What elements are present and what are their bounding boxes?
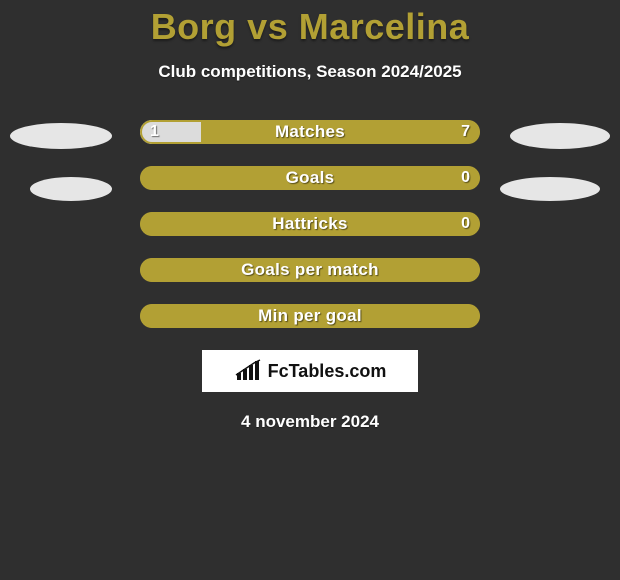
stat-label: Goals per match bbox=[140, 258, 480, 282]
stat-row: Goals per match bbox=[140, 258, 480, 282]
left-player-ellipse-1 bbox=[10, 123, 112, 149]
stat-label: Matches bbox=[140, 120, 480, 144]
logo-chart-icon bbox=[234, 359, 264, 383]
comparison-chart: Matches17Goals0Hattricks0Goals per match… bbox=[0, 120, 620, 432]
stat-value-right: 0 bbox=[461, 212, 470, 236]
stat-label: Hattricks bbox=[140, 212, 480, 236]
stat-row: Matches1 7 bbox=[140, 120, 480, 144]
rows-container: Matches17Goals0Hattricks0Goals per match… bbox=[0, 120, 620, 328]
date-text: 4 november 2024 bbox=[0, 412, 620, 432]
brand-logo: FcTables.com bbox=[202, 350, 418, 392]
stat-value-right: 0 bbox=[461, 166, 470, 190]
stat-row: Goals0 bbox=[140, 166, 480, 190]
page-root: Borg vs Marcelina Club competitions, Sea… bbox=[0, 0, 620, 580]
brand-logo-text: FcTables.com bbox=[268, 361, 387, 382]
stat-label: Min per goal bbox=[140, 304, 480, 328]
page-subtitle: Club competitions, Season 2024/2025 bbox=[0, 62, 620, 82]
stat-label: Goals bbox=[140, 166, 480, 190]
page-title: Borg vs Marcelina bbox=[0, 0, 620, 48]
stat-row: Hattricks0 bbox=[140, 212, 480, 236]
right-player-ellipse-2 bbox=[500, 177, 600, 201]
stat-value-left: 1 bbox=[150, 120, 159, 144]
right-player-ellipse-1 bbox=[510, 123, 610, 149]
left-player-ellipse-2 bbox=[30, 177, 112, 201]
stat-value-right: 7 bbox=[461, 120, 470, 144]
stat-row: Min per goal bbox=[140, 304, 480, 328]
